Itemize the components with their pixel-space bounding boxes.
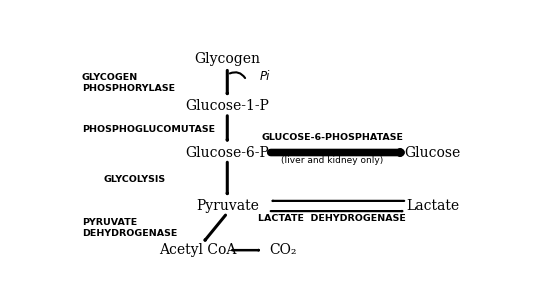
Text: GLYCOLYSIS: GLYCOLYSIS (103, 175, 166, 184)
Text: LACTATE  DEHYDROGENASE: LACTATE DEHYDROGENASE (258, 214, 406, 223)
Text: Lactate: Lactate (406, 199, 459, 213)
Text: Glucose: Glucose (405, 146, 461, 159)
Text: (liver and kidney only): (liver and kidney only) (281, 156, 383, 165)
Text: PHOSPHOGLUCOMUTASE: PHOSPHOGLUCOMUTASE (82, 125, 215, 134)
Text: Glucose-1-P: Glucose-1-P (185, 99, 269, 113)
Text: GLUCOSE-6-PHOSPHATASE: GLUCOSE-6-PHOSPHATASE (261, 133, 403, 142)
Text: Glycogen: Glycogen (194, 53, 261, 66)
Text: CO₂: CO₂ (269, 243, 296, 257)
Text: Pyruvate: Pyruvate (196, 199, 259, 213)
Text: PYRUVATE
DEHYDROGENASE: PYRUVATE DEHYDROGENASE (82, 218, 177, 238)
Text: GLYCOGEN
PHOSPHORYLASE: GLYCOGEN PHOSPHORYLASE (82, 73, 175, 93)
Text: Pi: Pi (259, 70, 270, 83)
Text: Acetyl CoA: Acetyl CoA (158, 243, 236, 257)
Text: Glucose-6-P: Glucose-6-P (185, 146, 269, 159)
